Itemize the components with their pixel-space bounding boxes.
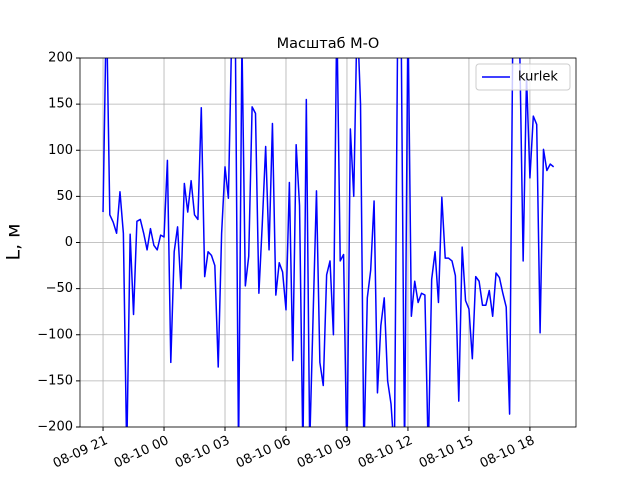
y-tick-label: 150 [48,97,73,112]
chart-title: Масштаб М-О [277,36,380,52]
y-tick-label: −200 [37,420,73,435]
line [102,58,555,427]
plot-area [102,58,555,427]
y-tick-label: 0 [65,235,73,250]
y-tick-label: 50 [56,189,73,204]
y-axis-label: L, м [3,224,25,261]
y-tick-label: −100 [37,327,73,342]
axes-frame [79,57,577,428]
legend-label: kurlek [518,70,558,85]
y-tick-label: −50 [46,281,73,296]
y-tick-label: 200 [48,51,73,66]
y-tick-label: 100 [48,143,73,158]
y-tick-label: −150 [37,373,73,388]
legend-box [475,63,571,91]
